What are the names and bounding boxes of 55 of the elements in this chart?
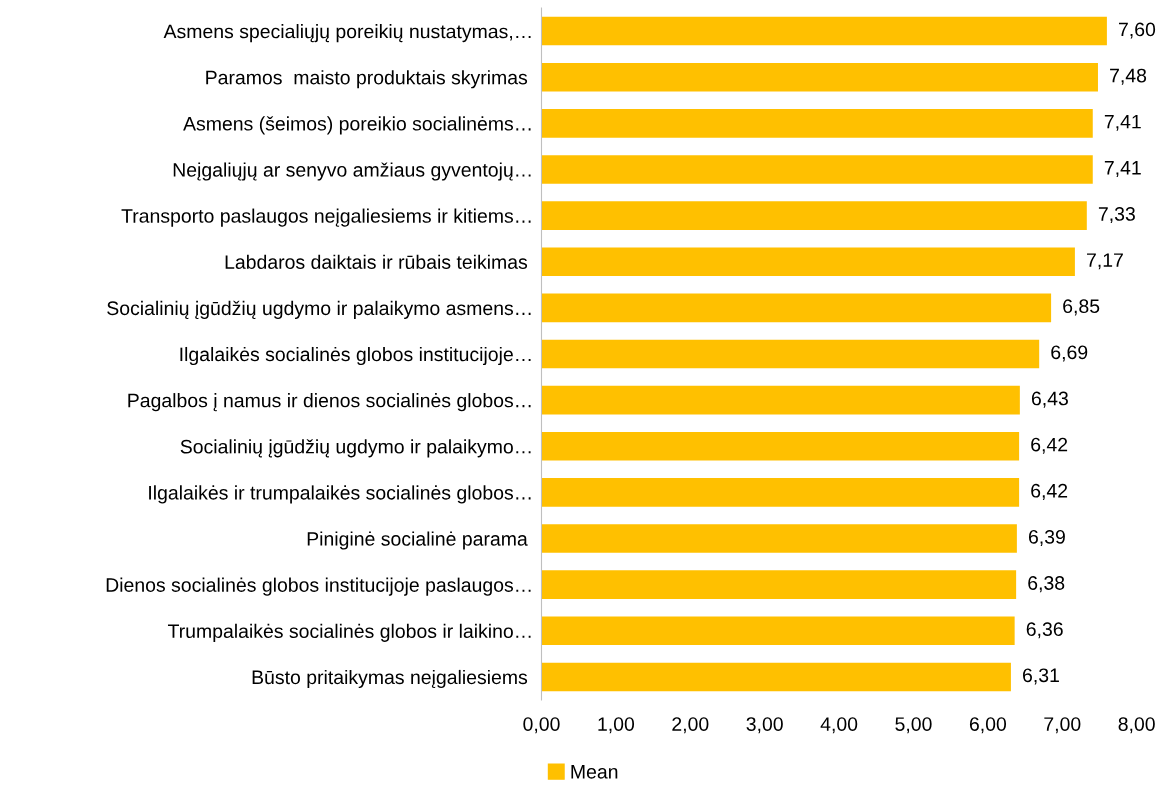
data-label: 6,42 — [1031, 483, 1068, 500]
x-tick-label: 0,00 — [523, 717, 560, 734]
y-tick-label: Labdaros daiktais ir rūbais teikimas — [225, 254, 528, 269]
y-tick-label: Ilgalaikės socialinės globos institucijoje… — [180, 346, 531, 366]
data-label: 6,69 — [1051, 345, 1088, 362]
data-label: 7,48 — [1110, 68, 1147, 85]
bar — [541, 339, 1040, 369]
data-label: 6,31 — [1023, 668, 1059, 685]
bar — [541, 16, 1107, 46]
bar — [541, 201, 1087, 230]
x-tick-label: 3,00 — [746, 717, 783, 734]
x-tick-label: 7,00 — [1044, 717, 1081, 734]
data-label: 7,17 — [1087, 253, 1123, 270]
y-tick-label: Dienos socialinės globos institucijoje paslaugos… — [106, 577, 531, 596]
bar — [541, 662, 1011, 692]
bar — [541, 616, 1015, 646]
bar — [541, 385, 1020, 415]
bar — [541, 155, 1093, 184]
data-label: 7,41 — [1104, 114, 1141, 131]
y-tick-label: Asmens (šeimos) poreikio socialinėms… — [183, 116, 531, 135]
legend-label: Mean — [571, 765, 618, 779]
bar — [541, 524, 1017, 553]
bar — [541, 62, 1098, 92]
data-label: 6,38 — [1028, 576, 1065, 593]
bar — [541, 247, 1075, 277]
data-label: 7,41 — [1104, 161, 1141, 177]
y-tick-label: Transporto paslaugos neįgaliesiems ir kitiems… — [121, 208, 531, 227]
data-label: 6,42 — [1031, 437, 1068, 454]
y-tick-label: Asmens specialiųjų poreikių nustatymas,… — [163, 24, 531, 43]
y-tick-label: Trumpalaikės socialinės globos ir laikino… — [167, 623, 531, 642]
data-label: 7,60 — [1119, 22, 1156, 39]
y-tick-label: Piniginė socialinė parama — [307, 531, 528, 550]
x-tick-label: 2,00 — [672, 717, 709, 734]
x-tick-label: 5,00 — [895, 717, 932, 734]
x-tick-label: 1,00 — [598, 717, 635, 734]
x-tick-label: 6,00 — [969, 717, 1007, 734]
bar — [541, 570, 1017, 599]
data-label: 7,33 — [1098, 207, 1135, 224]
data-label: 6,43 — [1031, 391, 1068, 408]
data-label: 6,85 — [1063, 299, 1100, 316]
bar — [541, 431, 1020, 461]
y-tick-label: Socialinių įgūdžių ugdymo ir palaikymo… — [180, 439, 531, 458]
y-tick-label: Pagalbos į namus ir dienos socialinės globos… — [128, 393, 531, 412]
bar — [541, 478, 1020, 507]
y-tick-label: Būsto pritaikymas neįgaliesiems — [252, 669, 528, 689]
y-tick-label: Paramos maisto produktais skyrimas — [206, 70, 528, 89]
y-tick-label: Ilgalaikės ir trumpalaikės socialinės globos… — [149, 485, 531, 504]
bar — [541, 293, 1052, 323]
x-tick-label: 8,00 — [1118, 717, 1155, 734]
data-label: 6,36 — [1026, 622, 1063, 639]
y-tick-label: Socialinių įgūdžių ugdymo ir palaikymo asmens… — [107, 300, 531, 319]
y-tick-label: Neįgaliųjų ar senyvo amžiaus gyventojų… — [173, 162, 531, 181]
x-tick-label: 4,00 — [820, 717, 858, 734]
data-label: 6,39 — [1028, 529, 1065, 547]
bar — [541, 109, 1093, 138]
